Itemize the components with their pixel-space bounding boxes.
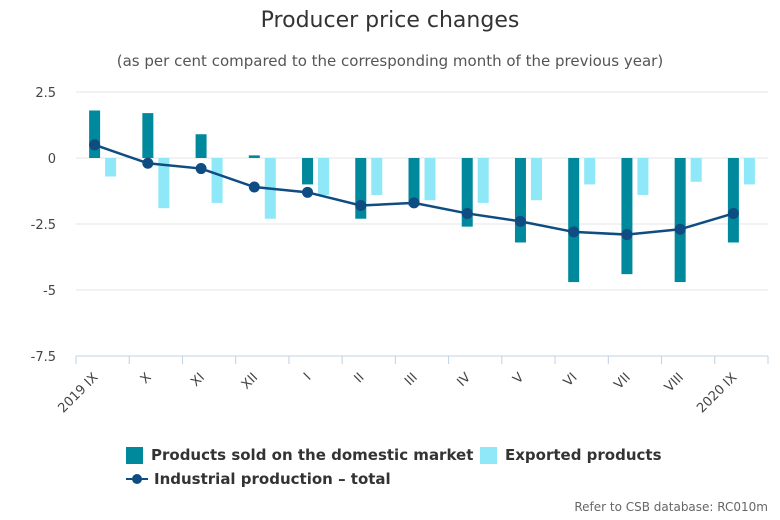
x-tick-label: III bbox=[402, 370, 421, 389]
bar-exported bbox=[477, 158, 489, 203]
bar-domestic bbox=[568, 158, 580, 283]
point-total bbox=[461, 207, 473, 219]
chart-title: Producer price changes bbox=[260, 8, 520, 33]
x-tick-label: VI bbox=[561, 370, 581, 390]
point-total bbox=[142, 157, 154, 169]
bar-domestic bbox=[514, 158, 526, 243]
bar-exported bbox=[584, 158, 596, 185]
bar-domestic bbox=[727, 158, 739, 243]
bar-exported bbox=[530, 158, 542, 201]
bar-domestic bbox=[674, 158, 686, 283]
bar-exported bbox=[158, 158, 170, 209]
x-tick-label: VIII bbox=[662, 370, 687, 395]
x-tick-label: VII bbox=[611, 370, 633, 392]
bar-exported bbox=[371, 158, 383, 195]
point-total bbox=[514, 215, 526, 227]
legend-label-domestic: Products sold on the domestic market bbox=[151, 446, 474, 464]
legend-swatch-domestic bbox=[126, 446, 143, 464]
legend-swatch-exported bbox=[480, 446, 497, 464]
legend-item-domestic[interactable]: Products sold on the domestic market bbox=[126, 446, 473, 464]
bar-domestic bbox=[248, 155, 260, 158]
bar-layer bbox=[89, 110, 755, 283]
x-tick-label: II bbox=[352, 370, 368, 386]
x-tick-label: 2020 IX bbox=[694, 370, 740, 416]
bar-exported bbox=[211, 158, 223, 203]
y-tick-label: -7.5 bbox=[31, 350, 56, 365]
chart-subtitle: (as per cent compared to the correspondi… bbox=[116, 52, 664, 70]
point-total bbox=[727, 207, 739, 219]
x-tick-label: IV bbox=[454, 370, 474, 390]
bar-exported bbox=[318, 158, 330, 195]
x-tick-label: X bbox=[138, 370, 155, 387]
bar-domestic bbox=[355, 158, 367, 219]
point-total bbox=[568, 226, 580, 238]
grid-layer bbox=[76, 91, 768, 357]
y-tick-label: 0 bbox=[48, 152, 56, 167]
bar-domestic bbox=[89, 110, 101, 158]
point-total bbox=[302, 186, 314, 198]
bar-domestic bbox=[195, 134, 207, 158]
bar-exported bbox=[637, 158, 649, 195]
point-total bbox=[355, 200, 367, 212]
legend-item-exported[interactable]: Exported products bbox=[480, 446, 662, 464]
x-tick-labels: 2019 IX X XI XII I II III IV V VI VII VIII 2020 IX bbox=[56, 370, 741, 416]
x-tick-label: XII bbox=[239, 370, 261, 392]
x-tick-label: XI bbox=[188, 370, 208, 390]
line-layer bbox=[89, 139, 739, 241]
y-tick-label: -5 bbox=[43, 284, 56, 299]
bar-exported bbox=[690, 158, 702, 182]
bar-exported bbox=[105, 158, 117, 177]
source-note[interactable]: Refer to CSB database: RC010m bbox=[574, 500, 768, 514]
point-total bbox=[621, 229, 633, 241]
legend-label-total: Industrial production – total bbox=[154, 470, 391, 488]
bar-exported bbox=[424, 158, 436, 201]
point-total bbox=[248, 181, 260, 193]
x-tick-label: I bbox=[301, 370, 314, 383]
bar-domestic bbox=[302, 158, 314, 185]
point-total bbox=[195, 163, 207, 175]
legend-label-exported: Exported products bbox=[505, 446, 662, 464]
point-total bbox=[674, 223, 686, 235]
bar-domestic bbox=[142, 113, 154, 158]
legend-marker-total bbox=[126, 472, 148, 486]
bar-domestic bbox=[621, 158, 633, 275]
bar-domestic bbox=[461, 158, 473, 227]
x-tick-label: V bbox=[510, 370, 527, 387]
point-total bbox=[408, 197, 420, 209]
y-axis: 2.5 0 -2.5 -5 -7.5 bbox=[31, 86, 56, 365]
x-tick-label: 2019 IX bbox=[56, 370, 102, 416]
x-axis bbox=[75, 355, 769, 364]
legend-item-total[interactable]: Industrial production – total bbox=[126, 470, 391, 488]
y-tick-label: -2.5 bbox=[31, 218, 56, 233]
bar-exported bbox=[743, 158, 755, 185]
point-total bbox=[89, 139, 101, 151]
bar-domestic bbox=[408, 158, 420, 206]
y-tick-label: 2.5 bbox=[35, 86, 56, 101]
